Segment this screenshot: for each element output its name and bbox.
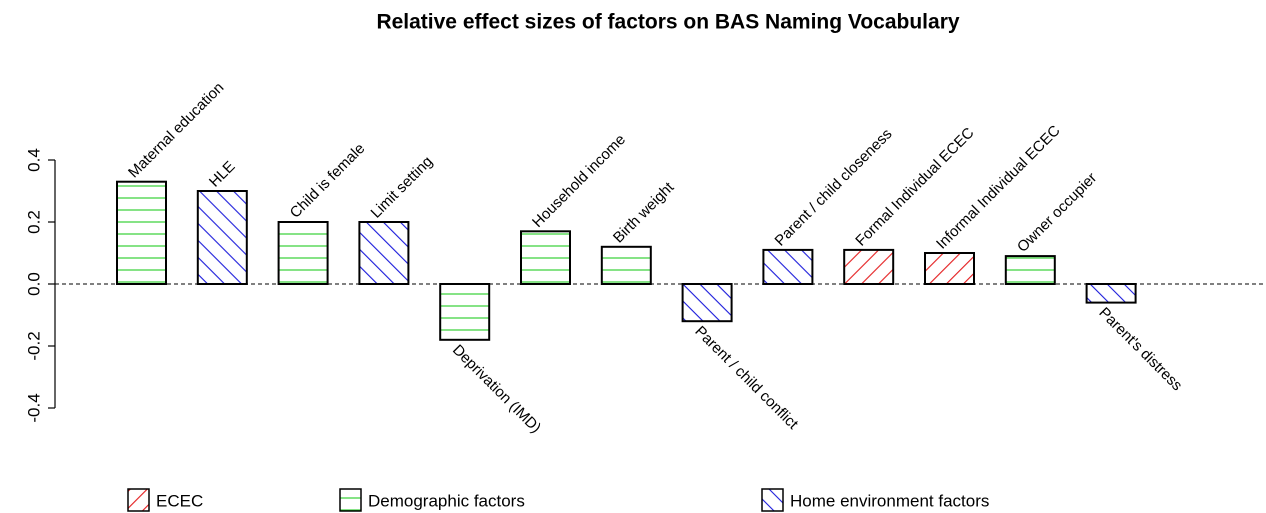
bar-label: Parent's distress bbox=[1095, 304, 1185, 394]
legend-swatch bbox=[127, 488, 150, 512]
bar-label: Household income bbox=[529, 131, 629, 231]
bar bbox=[520, 230, 571, 286]
y-tick-label: 0.4 bbox=[24, 148, 43, 172]
legend-label: Demographic factors bbox=[368, 491, 525, 510]
legend-label: ECEC bbox=[156, 491, 203, 510]
legend-label: Home environment factors bbox=[790, 491, 989, 510]
y-tick-label: 0.0 bbox=[24, 272, 43, 296]
bar-label: HLE bbox=[206, 158, 239, 191]
bar bbox=[439, 283, 491, 341]
bar bbox=[843, 248, 895, 285]
y-tick-label: -0.2 bbox=[24, 331, 43, 360]
bar-label: Parent / child conflict bbox=[691, 323, 801, 433]
bar bbox=[681, 283, 733, 323]
bar bbox=[196, 190, 248, 285]
bar bbox=[116, 180, 167, 285]
bar bbox=[1004, 255, 1056, 286]
legend-swatch bbox=[761, 488, 784, 512]
bar bbox=[1085, 283, 1137, 304]
y-tick-label: 0.2 bbox=[24, 210, 43, 234]
bar bbox=[924, 252, 975, 285]
y-tick-label: -0.4 bbox=[24, 393, 43, 422]
bar-label: Maternal education bbox=[125, 79, 227, 181]
bar-label: Deprivation (IMD) bbox=[449, 341, 544, 436]
bar bbox=[600, 245, 652, 286]
bar-label: Limit setting bbox=[368, 153, 437, 222]
chart-title: Relative effect sizes of factors on BAS … bbox=[376, 11, 959, 34]
bar-label: Owner occupier bbox=[1014, 169, 1100, 255]
bar bbox=[762, 248, 814, 285]
bar-label: Birth weight bbox=[610, 178, 678, 246]
bar bbox=[277, 221, 329, 285]
legend-swatch bbox=[339, 488, 362, 512]
bar-label: Child is female bbox=[287, 140, 369, 222]
bar bbox=[358, 221, 410, 285]
